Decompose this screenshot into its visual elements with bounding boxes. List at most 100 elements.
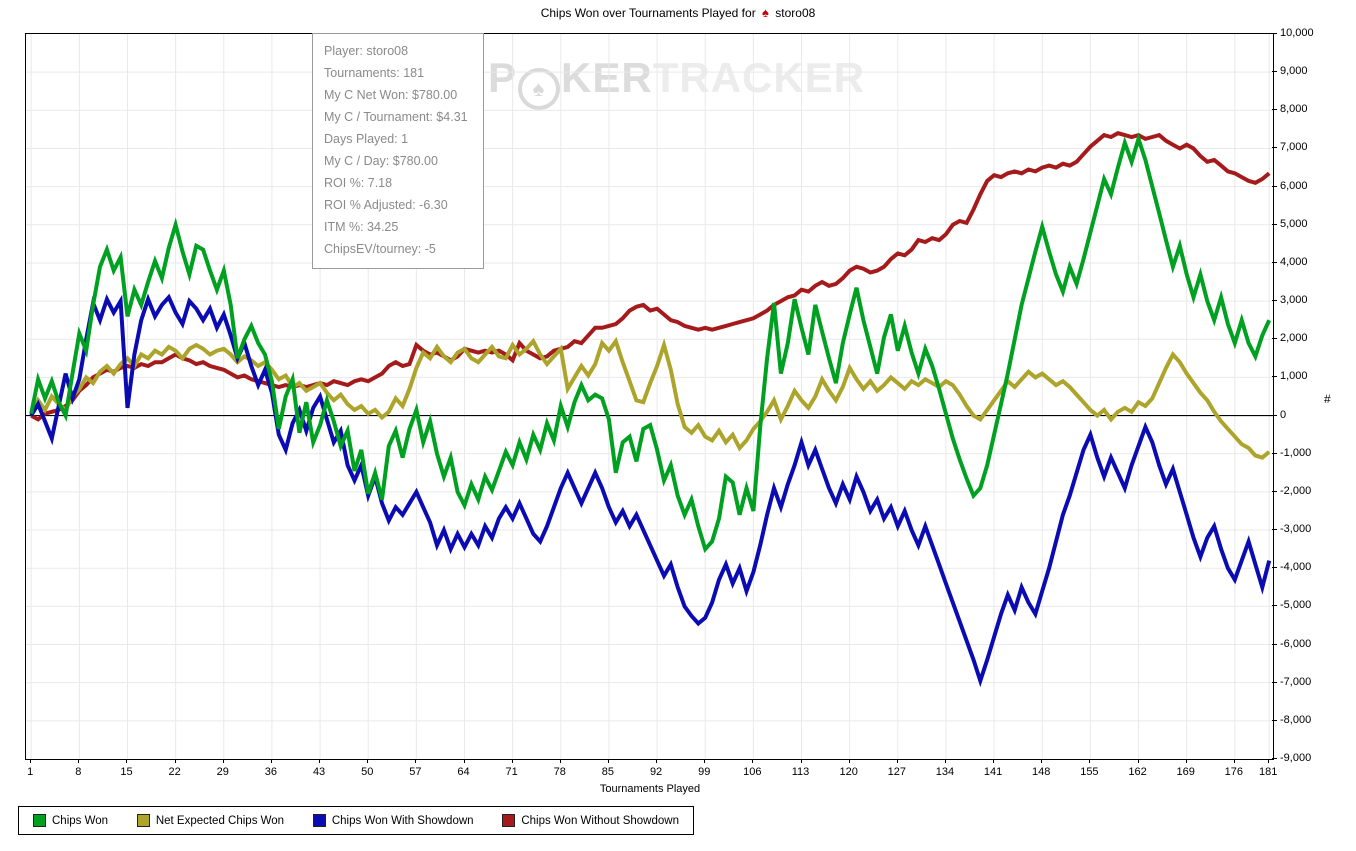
x-tick-mark <box>704 759 706 763</box>
x-tick-mark <box>800 759 802 763</box>
chart-title-player: storo08 <box>775 6 816 20</box>
tooltip-stat-line: ROI %: 7.18 <box>324 176 393 190</box>
line-chart <box>26 34 1273 759</box>
y-tick-mark <box>1272 338 1277 340</box>
y-tick-label: -7,000 <box>1280 675 1312 688</box>
y-tick-label: 8,000 <box>1280 103 1308 116</box>
x-tick-label: 43 <box>312 766 326 778</box>
x-tick-label: 64 <box>457 766 470 778</box>
tooltip-stat-line: My C Net Won: $780.00 <box>324 88 458 102</box>
y-tick-mark <box>1272 33 1277 34</box>
tooltip-stat-line: Tournaments: 181 <box>324 66 425 80</box>
y-tick-mark <box>1272 567 1277 569</box>
y-tick-mark <box>1272 643 1277 645</box>
tooltip-stat-line: ChipsEV/tourney: -5 <box>324 242 436 256</box>
x-tick-label: 50 <box>361 766 374 778</box>
tooltip-stat-line: My C / Tournament: $4.31 <box>324 110 468 124</box>
y-tick-label: 10,000 <box>1280 27 1314 39</box>
poker-chip-icon: ♠ <box>518 68 561 110</box>
y-tick-label: -8,000 <box>1280 713 1312 726</box>
y-tick-mark <box>1272 758 1277 759</box>
x-tick-mark <box>415 759 417 763</box>
watermark-poker-p: P <box>488 54 518 101</box>
x-tick-label: 71 <box>505 766 518 778</box>
x-tick-mark <box>126 759 128 763</box>
y-tick-label: -3,000 <box>1280 523 1312 536</box>
y-tick-label: 5,000 <box>1280 217 1308 230</box>
watermark-tracker: TRACKER <box>652 54 866 101</box>
y-tick-label: -5,000 <box>1280 599 1312 612</box>
y-tick-mark <box>1272 605 1277 607</box>
y-tick-mark <box>1272 452 1277 454</box>
y-tick-label: -6,000 <box>1280 637 1312 650</box>
x-tick-label: 134 <box>935 766 955 778</box>
tooltip-stat-line: Days Played: 1 <box>324 132 409 146</box>
x-tick-mark <box>848 759 850 763</box>
x-tick-mark <box>896 759 898 763</box>
series-line-chips-won-with-showdown[interactable] <box>29 293 1272 688</box>
chart-legend: Chips Won Net Expected Chips Won Chips Won… <box>18 806 694 835</box>
x-tick-mark <box>78 759 80 763</box>
x-tick-mark <box>1185 759 1187 763</box>
y-tick-label: 7,000 <box>1280 141 1308 154</box>
plot-area[interactable]: P ♠ KERTRACKER <box>25 33 1274 760</box>
legend-swatch <box>502 814 516 827</box>
y-tick-label: 3,000 <box>1280 294 1308 307</box>
x-tick-label: 113 <box>791 766 810 778</box>
x-tick-label: 176 <box>1224 766 1243 778</box>
y-tick-label: 6,000 <box>1280 179 1308 192</box>
y-tick-label: -1,000 <box>1280 446 1312 459</box>
legend-item-chips-won-without-showdown[interactable]: Chips Won Without Showdown <box>502 814 679 827</box>
tooltip-stat-line: ITM %: 34.25 <box>324 220 399 234</box>
legend-label: Net Expected Chips Won <box>155 814 285 827</box>
y-tick-label: 9,000 <box>1280 65 1308 78</box>
chart-title: Chips Won over Tournaments Played for ♠ … <box>0 5 1356 20</box>
y-tick-label: -2,000 <box>1280 484 1312 497</box>
legend-item-chips-won-with-showdown[interactable]: Chips Won With Showdown <box>312 814 474 827</box>
x-tick-mark <box>607 759 609 763</box>
pokerstars-spade-icon: ♠ <box>762 5 769 20</box>
x-tick-label: 162 <box>1128 766 1147 778</box>
x-tick-mark <box>511 759 513 763</box>
legend-label: Chips Won With Showdown <box>331 814 474 827</box>
y-tick-mark <box>1272 185 1277 187</box>
y-tick-label: 1,000 <box>1280 370 1308 383</box>
stats-tooltip: Player: storo08 Tournaments: 181 My C Net … <box>312 33 484 269</box>
y-tick-label: -9,000 <box>1280 752 1312 764</box>
x-tick-label: 92 <box>649 766 663 778</box>
x-axis-title: Tournaments Played <box>599 783 701 795</box>
x-tick-label: 181 <box>1259 766 1278 778</box>
x-tick-label: 85 <box>601 766 615 778</box>
x-tick-label: 57 <box>409 766 422 778</box>
y-axis-title: # <box>1324 392 1331 406</box>
x-tick-mark <box>559 759 561 763</box>
tooltip-stat-line: ROI % Adjusted: -6.30 <box>324 198 448 212</box>
x-tick-mark <box>752 759 754 763</box>
y-tick-mark <box>1272 300 1277 302</box>
legend-item-net-expected-chips-won[interactable]: Net Expected Chips Won <box>136 814 285 827</box>
legend-label: Chips Won Without Showdown <box>521 814 679 827</box>
watermark-poker-ker: KER <box>561 54 653 101</box>
y-tick-mark <box>1272 414 1277 416</box>
legend-item-chips-won[interactable]: Chips Won <box>33 814 108 827</box>
x-tick-label: 36 <box>264 766 278 778</box>
x-tick-mark <box>30 759 32 763</box>
x-tick-mark <box>463 759 465 763</box>
x-tick-mark <box>367 759 369 763</box>
x-tick-mark <box>1089 759 1091 763</box>
chart-title-text: Chips Won over Tournaments Played for <box>540 6 756 20</box>
tooltip-stat-line: Player: storo08 <box>324 44 409 58</box>
y-tick-mark <box>1272 490 1277 492</box>
series-line-chips-won-without-showdown[interactable] <box>30 131 1271 422</box>
x-tick-mark <box>174 759 176 763</box>
series-line-chips-won[interactable] <box>29 132 1272 554</box>
x-tick-mark <box>1233 759 1235 763</box>
x-tick-label: 99 <box>698 766 711 778</box>
series-line-net-expected-chips-won[interactable] <box>29 336 1271 460</box>
y-tick-mark <box>1272 223 1277 225</box>
x-tick-label: 15 <box>120 766 133 778</box>
x-tick-label: 155 <box>1080 766 1099 778</box>
x-tick-mark <box>222 759 224 763</box>
y-tick-mark <box>1272 529 1277 531</box>
